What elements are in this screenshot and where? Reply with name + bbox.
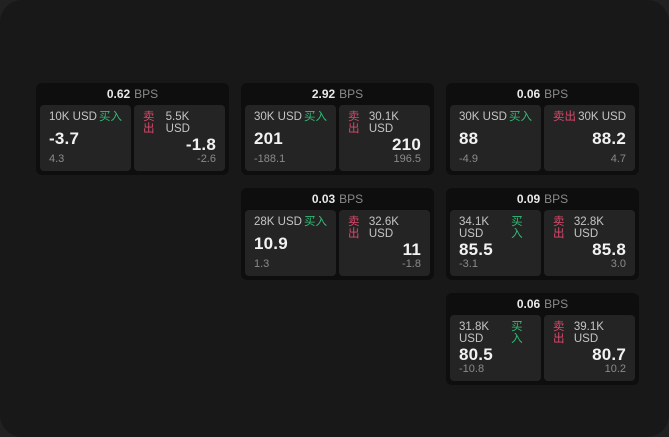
sell-panel[interactable]: 卖出 30K USD 88.2 4.7: [544, 105, 635, 171]
buy-value: 85.5: [459, 240, 493, 259]
buy-sub-value: -3.1: [459, 258, 478, 270]
bps-unit: BPS: [544, 87, 569, 101]
sell-amount: 5.5K USD: [165, 111, 190, 135]
quote-card: 0.03 BPS 28K USD 买入 10.9 1.3 卖出 32.6K US…: [241, 188, 434, 280]
sell-sub-value: 4.7: [610, 153, 626, 165]
sell-panel[interactable]: 卖出 32.8K USD 85.8 3.0: [544, 210, 635, 276]
bps-header: 0.06 BPS: [450, 83, 635, 105]
buy-panel[interactable]: 28K USD 买入 10.9 1.3: [245, 210, 336, 276]
bps-unit: BPS: [339, 87, 364, 101]
sell-value: 210: [392, 135, 421, 154]
sell-sub-value: -1.8: [402, 258, 421, 270]
quote-card: 0.62 BPS 10K USD 买入 -3.7 4.3 卖出 5.5K USD: [36, 83, 229, 175]
buy-amount: 28K USD: [254, 216, 302, 228]
quote-card: 2.92 BPS 30K USD 买入 201 -188.1 卖出 30.1K …: [241, 83, 434, 175]
buy-value: 88: [459, 129, 479, 149]
sell-sub-value: 3.0: [610, 258, 626, 270]
bps-unit: BPS: [544, 192, 569, 206]
buy-amount: 10K USD: [49, 111, 97, 123]
buy-amount: 34.1K USD: [459, 216, 490, 240]
bps-unit: BPS: [339, 192, 364, 206]
buy-sub-value: -10.8: [459, 363, 485, 375]
buy-panel[interactable]: 31.8K USD 买入 80.5 -10.8: [450, 315, 541, 381]
sell-side-label: 卖出: [553, 216, 565, 240]
buy-amount: 30K USD: [254, 111, 302, 123]
bps-value: 0.06: [516, 87, 541, 101]
sell-value: 85.8: [592, 240, 626, 259]
sell-side-label: 卖出: [553, 111, 576, 123]
buy-side-label: 买入: [511, 216, 523, 240]
buy-side-label: 买入: [511, 321, 523, 345]
bps-unit: BPS: [544, 297, 569, 311]
buy-panel[interactable]: 30K USD 买入 201 -188.1: [245, 105, 336, 171]
quote-card: 0.06 BPS 30K USD 买入 88 -4.9 卖出 30K USD: [446, 83, 639, 175]
sell-value: 88.2: [592, 129, 626, 149]
bps-header: 0.03 BPS: [245, 188, 430, 210]
buy-panel[interactable]: 10K USD 买入 -3.7 4.3: [40, 105, 131, 171]
buy-panel[interactable]: 30K USD 买入 88 -4.9: [450, 105, 541, 171]
bps-value: 2.92: [311, 87, 336, 101]
sell-panel[interactable]: 卖出 39.1K USD 80.7 10.2: [544, 315, 635, 381]
sell-amount: 30K USD: [578, 111, 626, 123]
bps-unit: BPS: [134, 87, 159, 101]
sell-side-label: 卖出: [348, 111, 360, 135]
buy-side-label: 买入: [304, 216, 327, 228]
sell-sub-value: -2.6: [197, 153, 216, 165]
buy-sub-value: 1.3: [254, 258, 270, 270]
bps-header: 0.06 BPS: [450, 293, 635, 315]
buy-amount: 31.8K USD: [459, 321, 490, 345]
bps-header: 0.62 BPS: [40, 83, 225, 105]
buy-value: 80.5: [459, 345, 493, 364]
quote-card-grid: 0.62 BPS 10K USD 买入 -3.7 4.3 卖出 5.5K USD: [36, 83, 639, 385]
sell-panel[interactable]: 卖出 32.6K USD 11 -1.8: [339, 210, 430, 276]
buy-side-label: 买入: [99, 111, 122, 123]
bps-value: 0.09: [516, 192, 541, 206]
sell-amount: 30.1K USD: [368, 111, 399, 135]
buy-value: -3.7: [49, 129, 80, 149]
buy-sub-value: 4.3: [49, 153, 65, 165]
sell-amount: 32.8K USD: [573, 216, 604, 240]
quote-card: 0.09 BPS 34.1K USD 买入 85.5 -3.1 卖出 32.8K…: [446, 188, 639, 280]
bps-header: 2.92 BPS: [245, 83, 430, 105]
bps-header: 0.09 BPS: [450, 188, 635, 210]
sell-side-label: 卖出: [553, 321, 565, 345]
buy-sub-value: -4.9: [459, 153, 478, 165]
sell-value: 11: [402, 240, 421, 259]
bps-value: 0.06: [516, 297, 541, 311]
sell-amount: 32.6K USD: [368, 216, 399, 240]
sell-value: 80.7: [592, 345, 626, 364]
buy-side-label: 买入: [509, 111, 532, 123]
buy-amount: 30K USD: [459, 111, 507, 123]
sell-amount: 39.1K USD: [573, 321, 604, 345]
sell-sub-value: 196.5: [393, 153, 421, 165]
sell-sub-value: 10.2: [604, 363, 626, 375]
buy-value: 201: [254, 129, 283, 149]
sell-side-label: 卖出: [348, 216, 360, 240]
sell-panel[interactable]: 卖出 30.1K USD 210 196.5: [339, 105, 430, 171]
buy-sub-value: -188.1: [254, 153, 286, 165]
buy-panel[interactable]: 34.1K USD 买入 85.5 -3.1: [450, 210, 541, 276]
buy-value: 10.9: [254, 234, 288, 254]
quote-card: 0.06 BPS 31.8K USD 买入 80.5 -10.8 卖出 39.1…: [446, 293, 639, 385]
bps-value: 0.03: [311, 192, 336, 206]
buy-side-label: 买入: [304, 111, 327, 123]
sell-panel[interactable]: 卖出 5.5K USD -1.8 -2.6: [134, 105, 225, 171]
bps-value: 0.62: [106, 87, 131, 101]
sell-value: -1.8: [185, 135, 216, 154]
sell-side-label: 卖出: [143, 111, 155, 135]
